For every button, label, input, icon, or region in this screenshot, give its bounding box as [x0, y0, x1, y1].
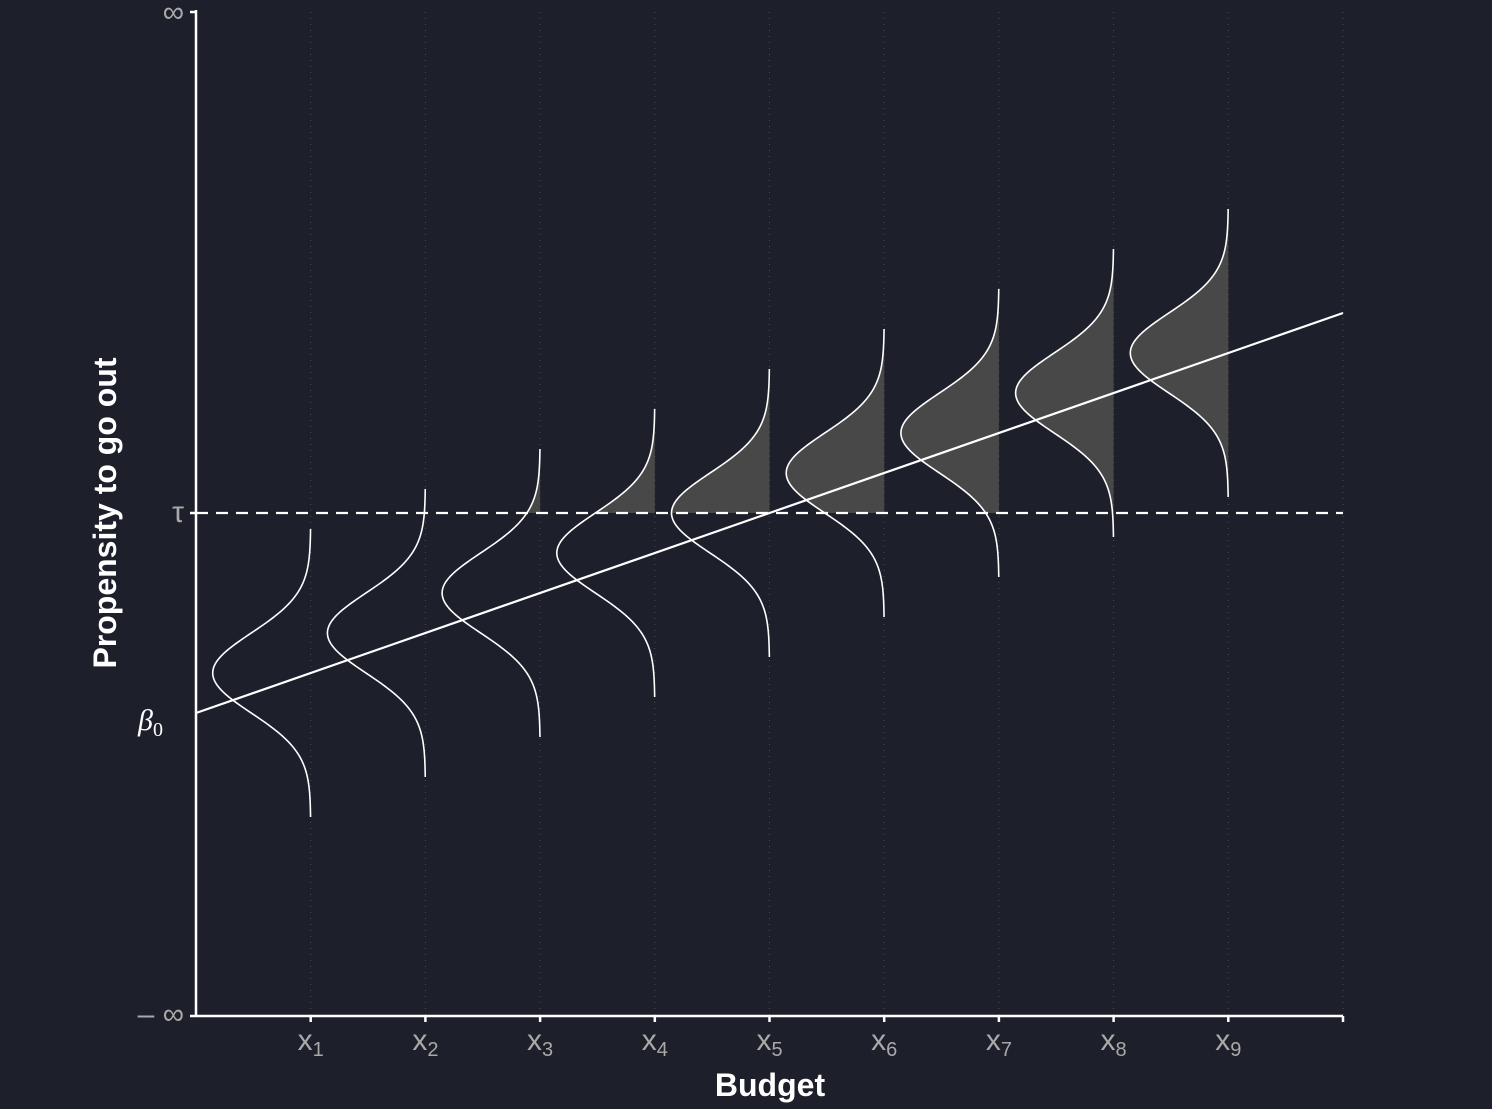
- density-curve: [1014, 248, 1115, 538]
- labels: Propensity to go out Budget ∞ τ – ∞ β0 x…: [87, 0, 1241, 1103]
- y-tick-top: ∞: [163, 0, 184, 29]
- x-tick-label: x2: [412, 1024, 438, 1061]
- density-curve: [555, 408, 656, 698]
- beta0-label: β0: [137, 704, 163, 741]
- density-curve: [670, 368, 771, 658]
- x-axis-title: Budget: [715, 1067, 826, 1103]
- x-tick-label: x4: [642, 1024, 668, 1061]
- x-tick-label: x6: [871, 1024, 897, 1061]
- density-curve: [326, 488, 427, 778]
- x-tick-label: x7: [986, 1024, 1012, 1061]
- regression-line: [195, 311, 1344, 715]
- x-tick-label: x9: [1215, 1024, 1241, 1061]
- probability-fills: [424, 209, 1229, 553]
- density-curve: [900, 288, 1000, 578]
- y-tick-tau: τ: [172, 496, 184, 529]
- area-above-threshold: [1130, 209, 1229, 497]
- x-tick-label: x1: [298, 1024, 324, 1061]
- area-above-threshold: [595, 409, 655, 513]
- area-above-threshold: [786, 329, 885, 513]
- density-curve: [211, 528, 312, 818]
- y-tick-bottom: – ∞: [138, 998, 184, 1031]
- area-above-threshold: [671, 369, 770, 513]
- x-tick-label: x5: [756, 1024, 782, 1061]
- area-above-threshold: [526, 449, 541, 513]
- density-curve: [785, 328, 885, 618]
- axes: [190, 10, 1345, 1022]
- x-tick-label: x8: [1101, 1024, 1127, 1061]
- density-curves: [211, 208, 1229, 818]
- x-tick-label: x3: [527, 1024, 553, 1061]
- area-above-threshold: [900, 289, 999, 513]
- regression-elements: [195, 311, 1344, 715]
- density-curve: [441, 448, 541, 738]
- density-curve: [1129, 208, 1229, 498]
- area-above-threshold: [1015, 249, 1114, 513]
- y-axis-title: Propensity to go out: [87, 357, 123, 668]
